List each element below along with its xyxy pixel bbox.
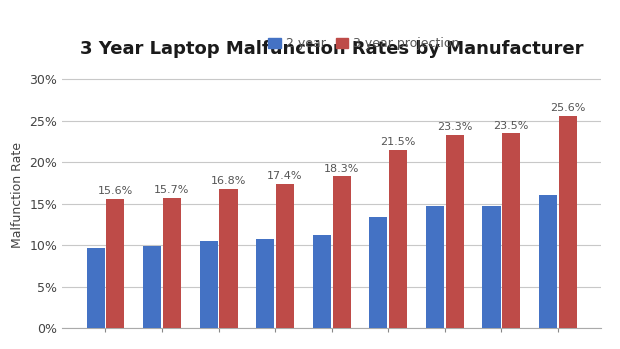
Title: 3 Year Laptop Malfunction Rates by Manufacturer: 3 Year Laptop Malfunction Rates by Manuf… (80, 40, 583, 59)
Y-axis label: Malfunction Rate: Malfunction Rate (11, 142, 24, 248)
Bar (559, 116, 577, 328)
Bar (502, 133, 520, 328)
Text: 18.3%: 18.3% (324, 164, 359, 174)
Bar (106, 199, 125, 328)
Bar (332, 176, 351, 328)
Bar (219, 189, 237, 328)
Bar (87, 248, 105, 328)
Bar (143, 246, 161, 328)
Bar (389, 150, 407, 328)
Text: 15.6%: 15.6% (98, 186, 133, 196)
Text: 23.3%: 23.3% (437, 122, 472, 133)
Text: 23.5%: 23.5% (494, 121, 529, 131)
Text: 17.4%: 17.4% (267, 171, 303, 181)
Text: 25.6%: 25.6% (550, 103, 585, 113)
Bar (446, 135, 464, 328)
Text: 21.5%: 21.5% (381, 138, 416, 147)
Bar (482, 206, 500, 328)
Bar (163, 198, 181, 328)
Legend: 2 year, 3 year projection: 2 year, 3 year projection (266, 35, 462, 53)
Bar (256, 239, 274, 328)
Bar (370, 217, 388, 328)
Bar (539, 195, 557, 328)
Bar (200, 241, 218, 328)
Bar (312, 235, 331, 328)
Bar (426, 206, 444, 328)
Text: 16.8%: 16.8% (211, 176, 246, 186)
Text: 15.7%: 15.7% (154, 185, 190, 195)
Bar (276, 184, 294, 328)
